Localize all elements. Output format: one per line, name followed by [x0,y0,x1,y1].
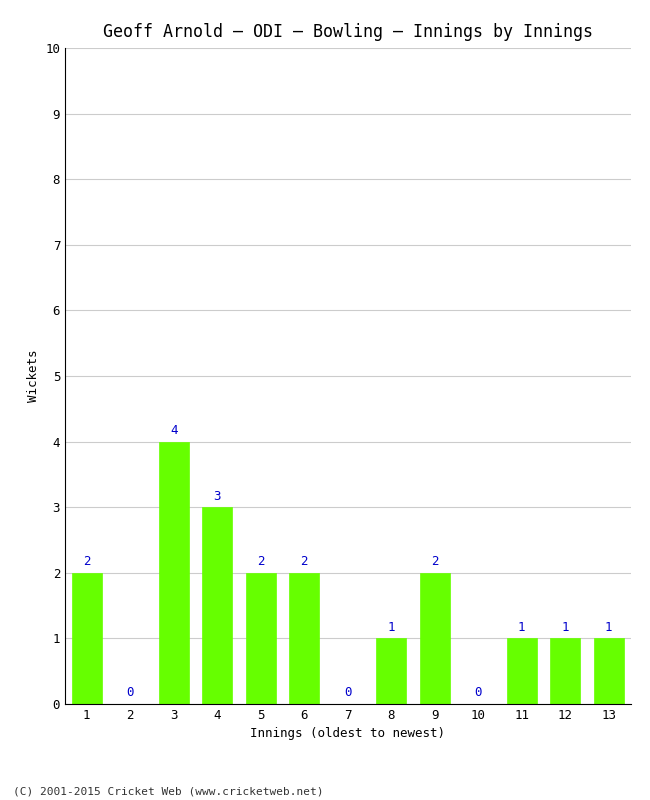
Text: 2: 2 [300,555,308,568]
Text: 2: 2 [257,555,265,568]
Text: 1: 1 [562,621,569,634]
Text: 1: 1 [605,621,612,634]
Text: 1: 1 [518,621,525,634]
Bar [289,573,319,704]
Bar [376,638,406,704]
Text: 2: 2 [431,555,439,568]
Bar [506,638,537,704]
Text: 0: 0 [344,686,352,699]
Y-axis label: Wickets: Wickets [27,350,40,402]
Bar [159,442,189,704]
Text: 0: 0 [127,686,134,699]
Bar [419,573,450,704]
Bar [593,638,624,704]
Title: Geoff Arnold – ODI – Bowling – Innings by Innings: Geoff Arnold – ODI – Bowling – Innings b… [103,23,593,41]
Text: 0: 0 [474,686,482,699]
Bar [246,573,276,704]
Bar [202,507,233,704]
Bar [72,573,102,704]
Text: (C) 2001-2015 Cricket Web (www.cricketweb.net): (C) 2001-2015 Cricket Web (www.cricketwe… [13,786,324,796]
Text: 1: 1 [387,621,395,634]
Text: 4: 4 [170,424,177,437]
Text: 3: 3 [213,490,221,502]
X-axis label: Innings (oldest to newest): Innings (oldest to newest) [250,727,445,741]
Text: 2: 2 [83,555,90,568]
Bar [550,638,580,704]
